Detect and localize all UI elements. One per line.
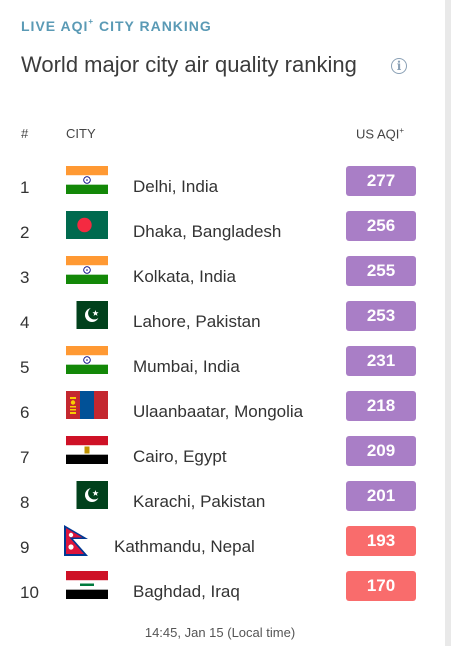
rank-number: 7: [20, 448, 30, 467]
rank-number: 9: [20, 538, 30, 557]
rank-number: 8: [20, 493, 30, 512]
india-flag-icon: [66, 166, 108, 199]
city-link[interactable]: Ulaanbaatar, Mongolia: [133, 402, 304, 421]
info-icon[interactable]: i: [391, 58, 407, 74]
column-header-rank: #: [21, 126, 29, 141]
table-row[interactable]: 1 Delhi, India 277: [0, 166, 440, 211]
aqi-badge: 170: [346, 571, 416, 601]
city-link[interactable]: Kolkata, India: [133, 267, 237, 286]
nepal-flag-icon: [64, 525, 90, 562]
table-row[interactable]: 7 Cairo, Egypt 209: [0, 436, 440, 481]
aqi-badge: 256: [346, 211, 416, 241]
pakistan-flag-icon: [66, 481, 108, 514]
rank-number: 10: [20, 583, 39, 602]
scrollbar-track: [445, 0, 451, 646]
rank-number: 5: [20, 358, 30, 377]
city-link[interactable]: Mumbai, India: [133, 357, 240, 376]
pakistan-flag-icon: [66, 301, 108, 334]
rank-number: 4: [20, 313, 30, 332]
city-link[interactable]: Baghdad, Iraq: [133, 582, 240, 601]
city-link[interactable]: Cairo, Egypt: [133, 447, 227, 466]
column-header-city: CITY: [66, 126, 96, 141]
city-link[interactable]: Kathmandu, Nepal: [114, 537, 255, 556]
aqi-badge: 277: [346, 166, 416, 196]
aqi-badge: 193: [346, 526, 416, 556]
city-link[interactable]: Delhi, India: [133, 177, 219, 196]
aqi-badge: 201: [346, 481, 416, 511]
table-row[interactable]: 8 Karachi, Pakistan 201: [0, 481, 440, 526]
local-time-footer: 14:45, Jan 15 (Local time): [144, 625, 296, 640]
table-row[interactable]: 6 Ulaanbaatar, Mongolia 218: [0, 391, 440, 436]
rank-number: 3: [20, 268, 30, 287]
table-row[interactable]: 5 Mumbai, India 231: [0, 346, 440, 391]
table-row[interactable]: 9 Kathmandu, Nepal 193: [0, 525, 440, 571]
table-row[interactable]: 3 Kolkata, India 255: [0, 256, 440, 301]
table-row[interactable]: 2 Dhaka, Bangladesh 256: [0, 211, 440, 256]
city-link[interactable]: Lahore, Pakistan: [133, 312, 261, 331]
city-link[interactable]: Dhaka, Bangladesh: [133, 222, 282, 241]
rank-number: 2: [20, 223, 30, 242]
egypt-flag-icon: [66, 436, 108, 469]
page-title: World major city air quality ranking: [21, 52, 357, 77]
aqi-badge: 231: [346, 346, 416, 376]
aqi-header-sup: +: [399, 126, 405, 135]
city-link[interactable]: Karachi, Pakistan: [133, 492, 266, 511]
rank-number: 6: [20, 403, 30, 422]
table-row[interactable]: 10 Baghdad, Iraq 170: [0, 571, 440, 616]
rank-number: 1: [20, 178, 30, 197]
eyebrow-suffix: CITY RANKING: [98, 18, 212, 34]
table-row[interactable]: 4 Lahore, Pakistan 253: [0, 301, 440, 346]
aqi-badge: 255: [346, 256, 416, 286]
aqi-header-label: US AQI: [356, 126, 400, 142]
iraq-flag-icon: [66, 571, 108, 604]
india-flag-icon: [66, 256, 108, 289]
aqi-badge: 253: [346, 301, 416, 331]
eyebrow-sup: +: [88, 17, 95, 26]
section-eyebrow: LIVE AQI+ CITY RANKING: [21, 17, 212, 34]
mongolia-flag-icon: [66, 391, 108, 424]
eyebrow-label: LIVE AQI: [21, 18, 89, 34]
column-header-aqi: US AQI+: [356, 126, 404, 141]
aqi-badge: 209: [346, 436, 416, 466]
aqi-badge: 218: [346, 391, 416, 421]
bangladesh-flag-icon: [66, 211, 108, 244]
india-flag-icon: [66, 346, 108, 379]
